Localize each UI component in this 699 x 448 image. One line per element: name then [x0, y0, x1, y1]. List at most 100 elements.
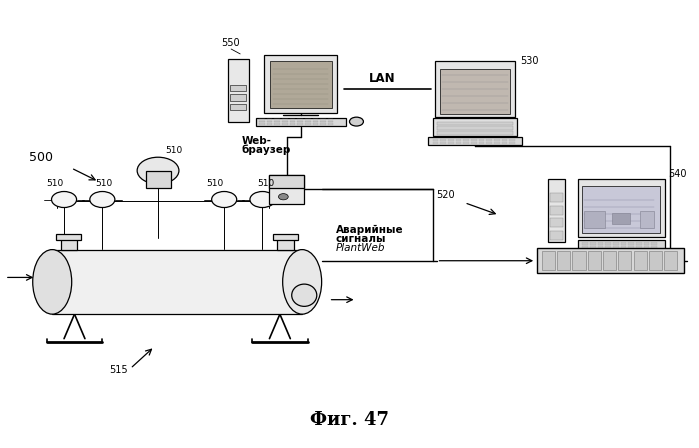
Bar — [463, 138, 469, 141]
Text: Аварийные: Аварийные — [336, 225, 403, 235]
Bar — [557, 251, 570, 270]
Bar — [510, 138, 515, 141]
Bar — [312, 119, 318, 120]
Bar — [621, 246, 626, 250]
Circle shape — [52, 191, 77, 207]
Bar — [649, 251, 662, 270]
Bar — [282, 123, 287, 125]
Text: 515: 515 — [109, 366, 128, 375]
Bar — [633, 251, 647, 270]
Bar — [440, 142, 446, 144]
Bar — [273, 234, 298, 240]
Bar — [618, 251, 631, 270]
Bar — [269, 175, 304, 204]
Bar — [510, 142, 515, 144]
Bar — [548, 180, 565, 242]
Bar — [264, 55, 338, 113]
Bar — [502, 142, 507, 144]
Ellipse shape — [291, 284, 317, 306]
Bar — [228, 59, 249, 121]
Text: 510: 510 — [207, 179, 224, 188]
Bar — [651, 242, 657, 246]
Bar — [57, 234, 82, 240]
Text: 510: 510 — [47, 179, 64, 188]
Bar — [588, 251, 601, 270]
Ellipse shape — [282, 250, 322, 314]
Bar — [550, 193, 563, 202]
Bar — [582, 242, 588, 246]
Bar — [605, 246, 611, 250]
Bar — [448, 138, 454, 141]
Bar — [636, 246, 642, 250]
Bar — [145, 171, 171, 188]
Bar — [550, 231, 563, 240]
Bar — [52, 250, 302, 314]
Bar — [590, 246, 596, 250]
Bar — [266, 119, 272, 120]
Bar — [289, 121, 295, 122]
Text: Фиг. 47: Фиг. 47 — [310, 411, 389, 429]
Bar — [463, 142, 469, 144]
Bar — [440, 69, 510, 114]
Bar — [487, 138, 492, 141]
Bar — [266, 121, 272, 122]
Bar — [456, 138, 461, 141]
Bar — [328, 121, 333, 122]
Bar — [274, 123, 280, 125]
Bar — [433, 142, 438, 144]
Bar — [297, 123, 303, 125]
Text: Web-: Web- — [242, 136, 272, 146]
Text: 500: 500 — [29, 151, 53, 164]
Bar — [487, 142, 492, 144]
Bar — [320, 119, 326, 120]
Bar — [502, 138, 507, 141]
Bar — [433, 138, 438, 141]
Bar — [550, 218, 563, 227]
Bar — [328, 119, 333, 120]
Bar — [440, 138, 446, 141]
Bar — [494, 142, 500, 144]
Bar — [437, 121, 513, 125]
Bar — [550, 206, 563, 215]
Bar — [437, 126, 513, 130]
Text: 550: 550 — [221, 38, 239, 48]
Bar — [542, 251, 555, 270]
Bar — [289, 123, 295, 125]
Bar — [456, 142, 461, 144]
Bar — [297, 119, 303, 120]
Bar — [274, 121, 280, 122]
Bar — [435, 61, 515, 117]
Bar — [320, 123, 326, 125]
Bar — [640, 211, 654, 228]
Bar — [598, 242, 603, 246]
Bar — [277, 238, 294, 250]
Bar — [305, 123, 310, 125]
Bar — [577, 180, 665, 237]
Bar — [613, 242, 619, 246]
Bar — [231, 95, 246, 101]
Bar — [582, 246, 588, 250]
Bar — [479, 142, 484, 144]
Text: 510: 510 — [95, 179, 113, 188]
Bar — [433, 118, 517, 136]
Bar — [471, 138, 477, 141]
Text: 540: 540 — [668, 169, 686, 180]
Bar — [479, 138, 484, 141]
Bar — [312, 121, 318, 122]
Text: 510: 510 — [165, 146, 182, 155]
Bar — [448, 142, 454, 144]
Bar — [297, 121, 303, 122]
Bar — [664, 251, 677, 270]
Bar — [577, 240, 665, 251]
Circle shape — [350, 117, 363, 126]
Bar — [256, 118, 346, 126]
Bar — [289, 119, 295, 120]
Bar — [274, 119, 280, 120]
Bar — [572, 251, 586, 270]
Bar — [328, 123, 333, 125]
Ellipse shape — [33, 250, 72, 314]
Bar — [644, 242, 649, 246]
Text: браузер: браузер — [242, 145, 291, 155]
Circle shape — [278, 194, 288, 200]
Bar — [598, 246, 603, 250]
